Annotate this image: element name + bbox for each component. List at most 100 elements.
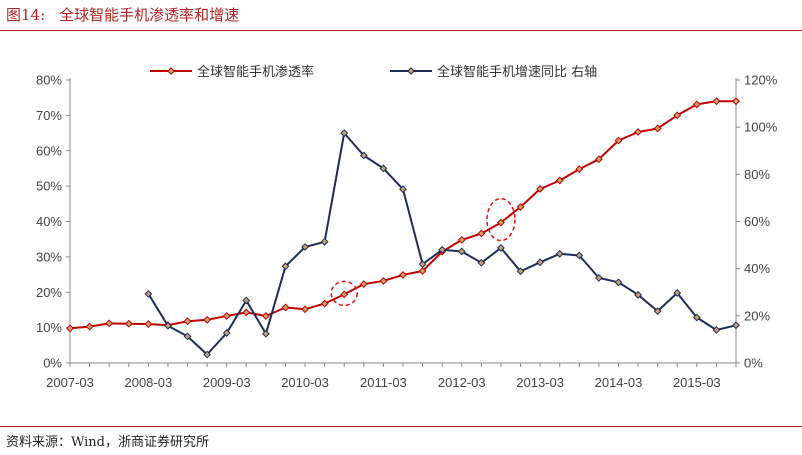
figure-number: 图14:: [6, 6, 46, 24]
growth-point: [340, 129, 349, 137]
penetration-point: [653, 124, 662, 133]
growth-point: [457, 247, 466, 256]
growth-point: [732, 321, 740, 330]
penetration-point: [536, 185, 545, 193]
growth-point: [536, 258, 545, 267]
x-tick-label: 2012-03: [438, 375, 486, 390]
growth-point: [242, 296, 251, 305]
penetration-point: [673, 111, 682, 120]
growth-point: [438, 245, 447, 254]
x-tick-label: 2015-03: [673, 375, 721, 390]
x-tick-label: 2008-03: [124, 375, 172, 390]
y-left-tick-label: 60%: [36, 143, 62, 158]
penetration-point: [614, 136, 623, 145]
penetration-point: [555, 176, 564, 185]
growth-point: [183, 332, 192, 341]
penetration-point: [634, 128, 642, 136]
penetration-point: [418, 267, 427, 275]
y-left-tick-label: 30%: [36, 249, 62, 264]
penetration-point: [477, 229, 486, 238]
penetration-point: [497, 218, 505, 227]
growth-point: [692, 313, 701, 322]
penetration-point: [183, 317, 192, 326]
highlight-ellipse: [486, 197, 516, 242]
growth-point: [516, 267, 525, 276]
figure-title-text: 全球智能手机渗透率和增速: [59, 6, 240, 24]
top-rule: [0, 30, 802, 31]
penetration-point: [379, 277, 388, 285]
growth-point: [497, 244, 505, 252]
penetration-point: [575, 165, 584, 174]
x-tick-label: 2011-03: [360, 375, 407, 390]
penetration-point: [144, 320, 153, 328]
y-left-tick-label: 40%: [36, 214, 62, 229]
penetration-point: [203, 315, 212, 324]
x-tick-label: 2007-03: [46, 375, 94, 390]
y-right-tick-label: 120%: [744, 73, 778, 88]
y-right-tick-label: 60%: [744, 214, 770, 229]
penetration-point: [732, 97, 740, 106]
y-right-tick-label: 0%: [744, 356, 763, 371]
x-tick-label: 2009-03: [203, 375, 251, 390]
penetration-point: [222, 312, 231, 320]
y-left-tick-label: 80%: [36, 73, 62, 88]
growth-point: [203, 350, 212, 359]
growth-point: [594, 273, 603, 282]
penetration-point: [692, 100, 701, 109]
legend-marker: [407, 67, 415, 75]
figure-title: 图14: 全球智能手机渗透率和增速: [6, 4, 239, 25]
penetration-point: [399, 271, 407, 279]
growth-point: [399, 185, 407, 194]
penetration-point: [124, 319, 133, 328]
growth-point: [418, 260, 427, 269]
penetration-point: [105, 319, 114, 328]
penetration-point: [281, 303, 290, 312]
growth-point: [712, 326, 721, 334]
penetration-point: [85, 322, 94, 331]
y-left-tick-label: 70%: [36, 108, 62, 123]
penetration-point: [340, 290, 349, 299]
penetration-point: [301, 305, 309, 314]
growth-point: [359, 151, 368, 160]
highlight-ellipse: [330, 280, 358, 307]
penetration-point: [594, 155, 603, 164]
growth-point: [144, 289, 153, 298]
growth-point: [653, 307, 662, 316]
penetration-point: [359, 280, 368, 289]
legend-penetration-label: 全球智能手机渗透率: [197, 64, 314, 80]
y-left-tick-label: 10%: [36, 320, 62, 335]
growth-point: [261, 329, 270, 338]
growth-point: [222, 329, 231, 337]
y-right-tick-label: 100%: [744, 120, 778, 135]
growth-point: [379, 164, 388, 173]
y-left-tick-label: 50%: [36, 179, 62, 194]
penetration-point: [712, 97, 721, 106]
growth-point: [281, 262, 290, 271]
growth-point: [634, 290, 642, 299]
growth-point: [614, 278, 623, 287]
growth-point: [301, 243, 309, 251]
x-tick-label: 2010-03: [281, 375, 329, 390]
y-right-tick-label: 20%: [744, 308, 770, 323]
growth-point: [477, 258, 486, 267]
growth-point: [673, 289, 682, 297]
x-tick-label: 2014-03: [595, 375, 643, 390]
penetration-point: [320, 299, 329, 308]
y-right-tick-label: 40%: [744, 261, 770, 276]
y-left-tick-label: 0%: [43, 356, 62, 371]
bottom-rule: [0, 426, 802, 427]
growth-line: [147, 132, 737, 356]
penetration-point: [516, 203, 525, 211]
penetration-point: [242, 308, 251, 317]
penetration-point: [457, 235, 466, 244]
growth-point: [555, 249, 564, 258]
x-tick-label: 2013-03: [516, 375, 564, 390]
penetration-point: [261, 312, 270, 320]
legend-marker: [167, 67, 175, 75]
y-left-tick-label: 20%: [36, 285, 62, 300]
growth-point: [320, 237, 329, 246]
penetration-point: [66, 324, 74, 333]
y-right-tick-label: 80%: [744, 167, 770, 182]
source-note: 资料来源：Wind，浙商证券研究所: [6, 435, 209, 450]
